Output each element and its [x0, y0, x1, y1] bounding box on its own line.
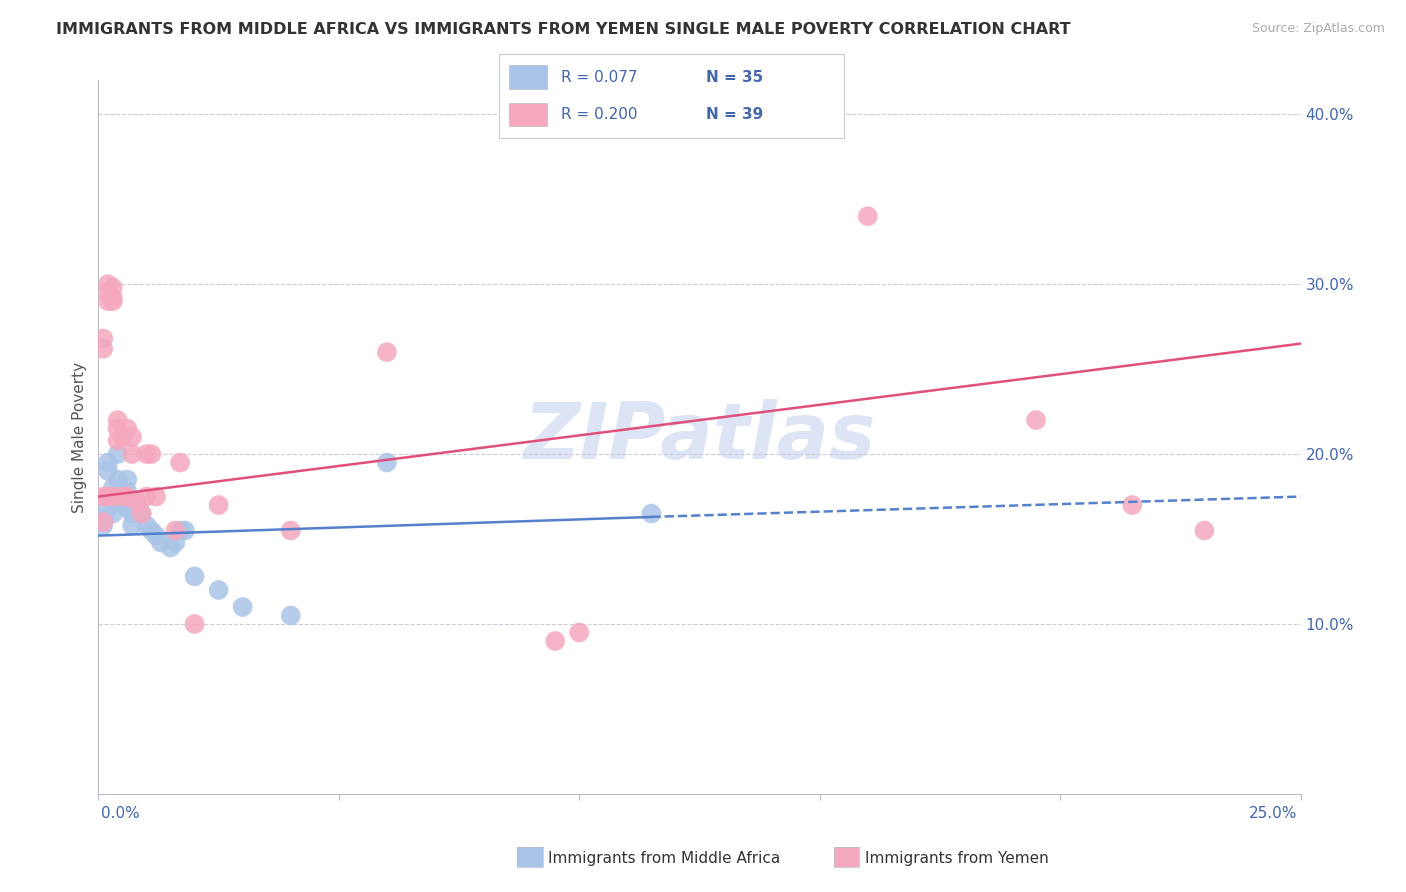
Text: IMMIGRANTS FROM MIDDLE AFRICA VS IMMIGRANTS FROM YEMEN SINGLE MALE POVERTY CORRE: IMMIGRANTS FROM MIDDLE AFRICA VS IMMIGRA… — [56, 22, 1071, 37]
Point — [159, 541, 181, 555]
FancyBboxPatch shape — [509, 103, 547, 127]
Point — [208, 498, 231, 512]
Point — [107, 434, 129, 448]
Point — [149, 535, 172, 549]
Point — [141, 524, 163, 538]
Point — [141, 447, 163, 461]
Point — [97, 285, 120, 300]
Point — [375, 345, 398, 359]
Point — [135, 518, 157, 533]
Point — [91, 518, 114, 533]
Point — [107, 447, 129, 461]
Point — [101, 481, 124, 495]
Point — [91, 490, 114, 504]
Point — [91, 511, 114, 525]
Point — [101, 490, 124, 504]
Point — [145, 490, 167, 504]
Point — [1025, 413, 1047, 427]
Point — [121, 518, 143, 533]
Point — [101, 507, 124, 521]
Point — [91, 515, 114, 529]
Point — [117, 490, 139, 504]
Point — [165, 535, 187, 549]
Point — [183, 569, 205, 583]
Point — [97, 277, 120, 292]
Text: Immigrants from Middle Africa: Immigrants from Middle Africa — [548, 851, 780, 865]
Point — [101, 280, 124, 294]
Point — [101, 490, 124, 504]
Point — [121, 447, 143, 461]
Point — [568, 625, 591, 640]
Point — [1194, 524, 1216, 538]
Point — [107, 473, 129, 487]
Point — [131, 507, 153, 521]
Point — [111, 430, 134, 444]
Point — [131, 507, 153, 521]
Point — [97, 490, 120, 504]
Point — [121, 507, 143, 521]
Point — [183, 617, 205, 632]
Text: N = 39: N = 39 — [706, 107, 763, 122]
Point — [640, 507, 662, 521]
Point — [856, 209, 879, 223]
Point — [101, 291, 124, 305]
Point — [111, 490, 134, 504]
Point — [135, 447, 157, 461]
Point — [125, 498, 148, 512]
Point — [101, 294, 124, 309]
FancyBboxPatch shape — [509, 65, 547, 89]
Point — [111, 490, 134, 504]
Text: N = 35: N = 35 — [706, 70, 763, 85]
Point — [117, 473, 139, 487]
Point — [97, 464, 120, 478]
Y-axis label: Single Male Poverty: Single Male Poverty — [72, 361, 87, 513]
Point — [111, 494, 134, 508]
Point — [97, 501, 120, 516]
Point — [1121, 498, 1143, 512]
Point — [169, 456, 191, 470]
Point — [145, 528, 167, 542]
Text: R = 0.077: R = 0.077 — [561, 70, 638, 85]
Point — [232, 599, 254, 614]
Point — [91, 515, 114, 529]
Point — [91, 342, 114, 356]
Point — [375, 456, 398, 470]
Point — [107, 413, 129, 427]
Point — [117, 484, 139, 499]
Point — [280, 608, 302, 623]
Point — [97, 490, 120, 504]
Point — [121, 430, 143, 444]
Text: ZIPatlas: ZIPatlas — [523, 399, 876, 475]
Point — [208, 582, 231, 597]
Point — [125, 494, 148, 508]
Point — [117, 421, 139, 435]
Point — [97, 294, 120, 309]
Point — [97, 456, 120, 470]
Text: R = 0.200: R = 0.200 — [561, 107, 638, 122]
Text: 0.0%: 0.0% — [101, 806, 141, 821]
Point — [135, 490, 157, 504]
Text: Source: ZipAtlas.com: Source: ZipAtlas.com — [1251, 22, 1385, 36]
Point — [174, 524, 197, 538]
Point — [117, 501, 139, 516]
Point — [280, 524, 302, 538]
Text: 25.0%: 25.0% — [1250, 806, 1298, 821]
Point — [544, 634, 567, 648]
Point — [169, 524, 191, 538]
Text: Immigrants from Yemen: Immigrants from Yemen — [865, 851, 1049, 865]
Point — [91, 332, 114, 346]
Point — [165, 524, 187, 538]
Point — [107, 421, 129, 435]
